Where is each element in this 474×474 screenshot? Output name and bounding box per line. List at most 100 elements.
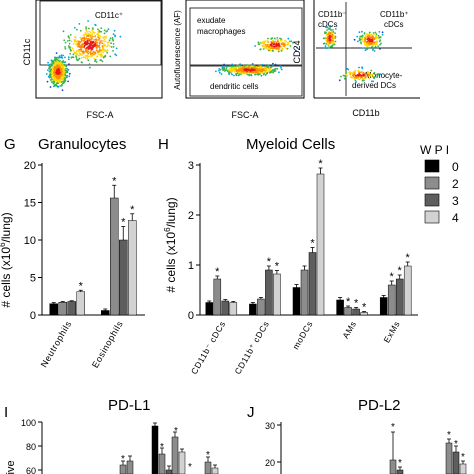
event-dot	[366, 38, 369, 41]
event-dot	[69, 34, 72, 36]
event-dot	[87, 20, 89, 22]
event-dot	[61, 63, 64, 66]
event-dot	[87, 38, 90, 41]
event-dot	[52, 60, 54, 63]
chart-g-ylabel: # cells (x106/lung)	[0, 212, 13, 307]
bar	[229, 302, 238, 316]
event-dot	[80, 61, 83, 63]
event-dot	[331, 39, 334, 42]
event-dot	[361, 66, 363, 69]
event-dot	[84, 50, 86, 53]
event-dot	[68, 42, 71, 45]
event-dot	[273, 45, 276, 48]
event-dot	[85, 33, 88, 35]
event-dot	[64, 77, 67, 79]
event-dot	[255, 68, 258, 70]
event-dot	[218, 71, 221, 74]
event-dot	[361, 79, 364, 82]
event-dot	[228, 68, 231, 71]
event-dot	[83, 42, 86, 45]
event-dot	[280, 43, 283, 46]
event-dot	[331, 32, 333, 34]
event-dot	[66, 71, 68, 74]
event-dot	[357, 69, 360, 72]
event-dot	[276, 40, 279, 43]
event-dot	[78, 42, 81, 45]
event-dot	[368, 31, 371, 34]
bar	[459, 463, 467, 474]
y-tick-label: 20	[24, 160, 36, 172]
event-dot	[91, 54, 94, 57]
event-dot	[267, 64, 270, 67]
event-dot	[376, 37, 378, 40]
event-dot	[72, 49, 75, 52]
event-dot	[79, 52, 82, 55]
event-dot	[73, 52, 75, 55]
event-dot	[68, 37, 71, 39]
bar	[387, 284, 396, 316]
event-dot	[253, 67, 256, 69]
event-dot	[228, 71, 230, 74]
event-dot	[243, 66, 246, 69]
event-dot	[91, 33, 93, 35]
event-dot	[94, 42, 96, 45]
chart-g-plot: 0 5 10 15 20 * Neutrophils * * * Eosinophils	[24, 160, 145, 370]
event-dot	[90, 48, 93, 51]
event-dot	[79, 41, 82, 43]
event-dot	[362, 74, 365, 77]
event-dot	[104, 48, 106, 51]
event-dot	[363, 41, 366, 44]
significance-star: *	[267, 256, 272, 268]
event-dot	[324, 45, 327, 47]
event-dot	[59, 71, 61, 74]
event-dot	[325, 39, 328, 42]
event-dot	[368, 74, 370, 76]
event-dot	[263, 42, 266, 45]
legend: W P I 0 2 3 4	[420, 143, 459, 225]
flow-panel-3: CD11b⁻ cDCs CD11b⁺ cDCs Monocyte- derive…	[292, 0, 420, 118]
event-dot	[278, 47, 281, 49]
event-dot	[70, 49, 72, 52]
event-dot	[326, 29, 328, 31]
chart-h-title: Myeloid Cells	[246, 136, 335, 153]
event-dot	[322, 42, 325, 45]
event-dot	[245, 71, 248, 74]
event-dot	[270, 44, 273, 47]
flow-panel-3-gate-label-2a: CD11b⁺	[380, 10, 409, 19]
event-dot	[78, 57, 81, 60]
event-dot	[57, 59, 60, 62]
significance-star: *	[121, 217, 126, 229]
y-tick-label: 0	[188, 310, 194, 322]
chart-h-ylabel: # cells (x106/lung)	[163, 197, 178, 292]
event-dot	[274, 67, 277, 70]
event-dot	[99, 35, 102, 38]
event-dot	[100, 53, 103, 55]
event-dot	[46, 80, 49, 83]
event-dot	[229, 65, 232, 68]
event-dot	[86, 40, 89, 42]
event-dot	[373, 76, 375, 78]
event-dot	[105, 50, 108, 53]
event-dot	[381, 31, 384, 34]
event-dot	[81, 37, 84, 40]
event-dot	[114, 34, 116, 37]
event-dot	[55, 67, 58, 70]
event-dot	[329, 25, 332, 27]
bar	[352, 308, 360, 316]
legend-swatch-2	[424, 176, 440, 190]
event-dot	[373, 41, 376, 44]
flow-panel-2-gate-label-1b: macrophages	[197, 27, 245, 36]
event-dot	[334, 32, 336, 34]
event-dot	[224, 69, 227, 71]
event-dot	[71, 56, 74, 58]
event-dot	[265, 67, 268, 70]
event-dot	[89, 46, 91, 49]
event-dot	[273, 70, 276, 73]
event-dot	[107, 44, 109, 46]
event-dot	[238, 68, 241, 71]
event-dot	[371, 46, 373, 48]
category-label: CD11b⁺ cDCs	[232, 319, 271, 376]
event-dot	[266, 48, 269, 51]
event-dot	[97, 28, 99, 31]
event-dot	[47, 75, 50, 78]
